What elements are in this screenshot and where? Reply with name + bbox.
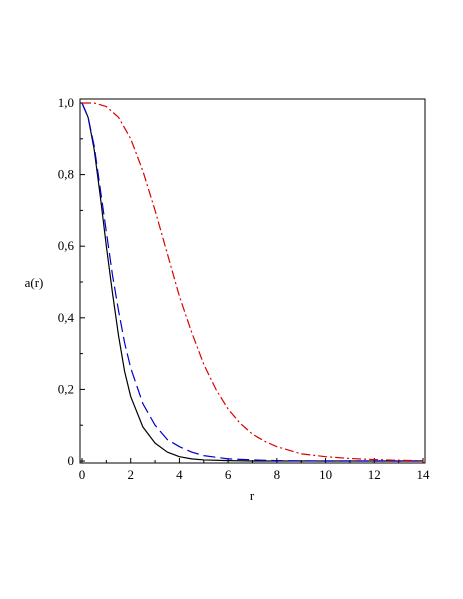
x-tick-label: 12 bbox=[368, 467, 381, 482]
y-axis-label: a(r) bbox=[25, 275, 44, 290]
y-tick-label: 0,2 bbox=[58, 381, 74, 396]
x-tick-label: 6 bbox=[225, 467, 232, 482]
x-tick-label: 8 bbox=[274, 467, 281, 482]
y-tick-label: 0,6 bbox=[58, 238, 75, 253]
x-axis-label: r bbox=[250, 488, 255, 503]
x-tick-label: 0 bbox=[79, 467, 86, 482]
plot-frame bbox=[79, 98, 426, 464]
series-line-3 bbox=[82, 102, 424, 462]
x-tick-label: 2 bbox=[127, 467, 134, 482]
y-tick-label: 0,8 bbox=[58, 167, 74, 182]
y-axis-ticks: 0 0,2 0,4 0,6 0,8 1,0 bbox=[58, 95, 85, 468]
x-tick-label: 14 bbox=[417, 467, 431, 482]
x-tick-label: 10 bbox=[319, 467, 332, 482]
series-layer bbox=[81, 102, 424, 462]
y-tick-label: 1,0 bbox=[58, 95, 74, 110]
series-line-2 bbox=[81, 102, 423, 462]
x-tick-label: 4 bbox=[176, 467, 183, 482]
series-line-1 bbox=[81, 102, 423, 462]
y-tick-label: 0,4 bbox=[58, 310, 75, 325]
y-tick-label: 0 bbox=[68, 453, 75, 468]
